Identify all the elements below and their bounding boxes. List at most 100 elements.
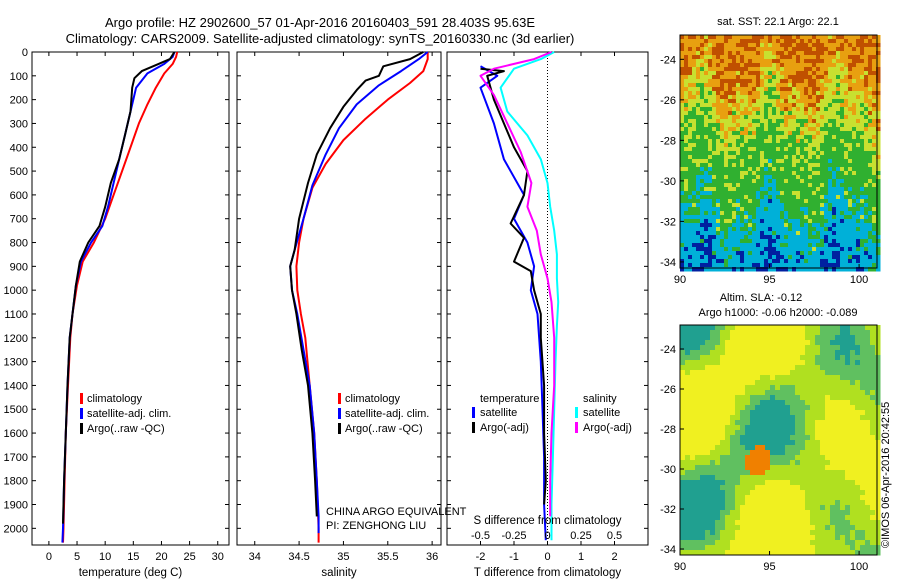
map-cell <box>780 195 785 200</box>
map-cell <box>835 385 841 391</box>
map-cell <box>755 415 761 421</box>
map-cell <box>800 525 806 531</box>
map-cell <box>765 330 771 336</box>
map-cell <box>716 183 721 188</box>
map-cell <box>840 540 846 546</box>
map-cell <box>696 183 701 188</box>
map-cell <box>724 239 729 244</box>
map-cell <box>692 223 697 228</box>
map-cell <box>765 325 771 331</box>
map-cell <box>764 107 769 112</box>
map-cell <box>750 515 756 521</box>
map-y-tick-label: -34 <box>660 257 676 269</box>
map-cell <box>765 465 771 471</box>
map-cell <box>708 147 713 152</box>
map-cell <box>688 43 693 48</box>
map-cell <box>788 127 793 132</box>
map-cell <box>808 91 813 96</box>
map-cell <box>856 227 861 232</box>
map-cell <box>855 480 861 486</box>
map-cell <box>724 83 729 88</box>
map-cell <box>868 203 873 208</box>
map-cell <box>696 59 701 64</box>
map-cell <box>860 219 865 224</box>
map-cell <box>700 480 706 486</box>
map-cell <box>688 127 693 132</box>
map-cell <box>710 455 716 461</box>
map-cell <box>780 375 786 381</box>
map-cell <box>820 147 825 152</box>
map-cell <box>705 435 711 441</box>
map-cell <box>776 55 781 60</box>
map-cell <box>790 440 796 446</box>
map-cell <box>744 39 749 44</box>
map-cell <box>820 485 826 491</box>
map-cell <box>776 127 781 132</box>
map-cell <box>824 191 829 196</box>
map-cell <box>688 191 693 196</box>
map-cell <box>815 375 821 381</box>
map-cell <box>770 390 776 396</box>
map-cell <box>700 231 705 236</box>
map-cell <box>808 183 813 188</box>
map-cell <box>825 335 831 341</box>
map-cell <box>760 51 765 56</box>
map-cell <box>695 490 701 496</box>
map-cell <box>680 405 686 411</box>
map-cell <box>704 75 709 80</box>
map-cell <box>828 247 833 252</box>
map-cell <box>720 151 725 156</box>
map-cell <box>872 67 877 72</box>
map-cell <box>784 67 789 72</box>
map-cell <box>830 540 836 546</box>
map-cell <box>745 390 751 396</box>
map-cell <box>800 195 805 200</box>
map-cell <box>760 420 766 426</box>
map-cell <box>848 211 853 216</box>
map-cell <box>780 171 785 176</box>
map-cell <box>828 111 833 116</box>
map-cell <box>744 239 749 244</box>
map-cell <box>752 55 757 60</box>
map-cell <box>744 175 749 180</box>
map-cell <box>845 485 851 491</box>
map-cell <box>755 335 761 341</box>
map-cell <box>812 123 817 128</box>
map-cell <box>764 55 769 60</box>
map-cell <box>805 325 811 331</box>
map-cell <box>716 179 721 184</box>
map-cell <box>804 195 809 200</box>
map-cell <box>756 187 761 192</box>
map-cell <box>816 63 821 68</box>
map-cell <box>796 87 801 92</box>
map-cell <box>872 215 877 220</box>
map-cell <box>705 355 711 361</box>
map-cell <box>780 259 785 264</box>
map-cell <box>865 470 871 476</box>
map-cell <box>684 103 689 108</box>
map-cell <box>855 425 861 431</box>
map-cell <box>810 350 816 356</box>
map-cell <box>745 495 751 501</box>
map-cell <box>860 43 865 48</box>
map-cell <box>688 183 693 188</box>
map-cell <box>716 67 721 72</box>
map-cell <box>756 211 761 216</box>
map-cell <box>728 43 733 48</box>
map-cell <box>812 107 817 112</box>
map-cell <box>840 480 846 486</box>
map-cell <box>785 390 791 396</box>
map-cell <box>785 405 791 411</box>
map-cell <box>848 259 853 264</box>
map-cell <box>820 520 826 526</box>
map-cell <box>744 171 749 176</box>
map-cell <box>776 215 781 220</box>
map-cell <box>730 495 736 501</box>
map-cell <box>720 263 725 268</box>
map-cell <box>730 535 736 541</box>
map-cell <box>724 79 729 84</box>
map-cell <box>768 39 773 44</box>
map-cell <box>760 445 766 451</box>
map-cell <box>716 263 721 268</box>
map-cell <box>836 263 841 268</box>
